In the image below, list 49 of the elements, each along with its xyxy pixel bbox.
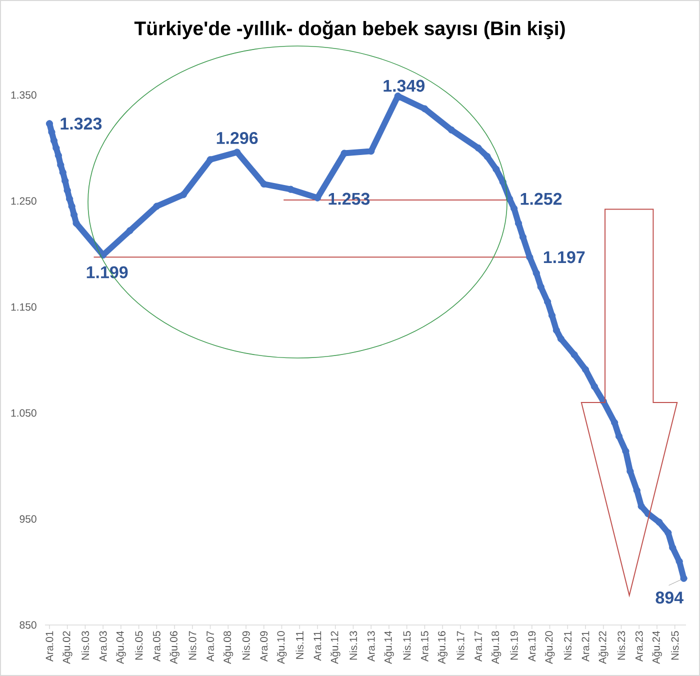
x-tick-label: Ağu.04	[116, 631, 126, 664]
x-tick-label: Ara.23	[635, 631, 643, 662]
x-tick-label: Nis.05	[134, 631, 143, 660]
x-tick-label: Nis.09	[242, 631, 250, 660]
x-tick-label: Ağu.12	[330, 631, 340, 664]
annotation: 1.197	[544, 251, 585, 264]
x-tick-label: Ağu.22	[598, 631, 608, 664]
annotation: 1.296	[216, 132, 258, 144]
x-tick-label: Ara.07	[206, 631, 214, 662]
y-tick-label: 1.150	[11, 303, 36, 311]
x-tick-label: Ağu.24	[652, 631, 662, 664]
y-tick-label: 850	[20, 621, 36, 629]
y-tick-label: 1.350	[11, 91, 36, 99]
x-tick-label: Nis.13	[349, 631, 358, 660]
y-tick-label: 1.250	[11, 197, 36, 205]
annotation: 1.323	[60, 118, 102, 130]
x-tick-label: Nis.07	[188, 631, 196, 660]
x-tick-label: Ara.13	[367, 631, 375, 662]
x-tick-label: Ara.15	[421, 631, 428, 662]
chart-title: Türkiye'de -yıllık- doğan bebek sayısı (Bin kişi)	[134, 20, 565, 40]
x-tick-label: Ağu.16	[438, 631, 448, 664]
x-tick-label: Ara.09	[260, 631, 268, 662]
x-tick-label: Nis.25	[670, 631, 679, 660]
y-tick-label: 950	[20, 515, 36, 523]
x-tick-label: Ara.05	[152, 631, 160, 662]
x-tick-label: Ara.11	[314, 631, 322, 661]
annotation: 894	[656, 592, 684, 604]
x-tick-label: Nis.21	[564, 631, 572, 660]
x-tick-label: Ağu.18	[491, 631, 502, 664]
x-tick-label: Ağu.10	[276, 631, 287, 664]
x-tick-label: Ağu.08	[223, 631, 234, 664]
annotation: 1.349	[384, 80, 425, 92]
x-tick-label: Ara.03	[99, 631, 107, 662]
y-tick-label: 1.050	[11, 409, 36, 417]
x-tick-label: Nis.23	[617, 631, 626, 660]
annotation: 1.252	[520, 192, 562, 205]
x-tick-label: Nis.11	[296, 631, 304, 659]
x-tick-label: Nis.15	[402, 631, 411, 660]
x-tick-label: Ağu.06	[170, 631, 180, 664]
x-tick-label: Nis.17	[456, 631, 464, 660]
x-tick-label: Ağu.20	[544, 631, 555, 664]
x-tick-label: Ara.19	[528, 631, 536, 662]
x-tick-label: Ara.17	[474, 631, 482, 662]
x-tick-label: Ara.21	[582, 631, 590, 662]
x-tick-label: Ağu.02	[62, 631, 72, 664]
x-tick-label: Ara.01	[46, 631, 54, 662]
x-tick-label: Nis.03	[81, 631, 90, 660]
x-tick-label: Nis.19	[510, 631, 518, 660]
x-tick-label: Ağu.14	[384, 631, 394, 664]
